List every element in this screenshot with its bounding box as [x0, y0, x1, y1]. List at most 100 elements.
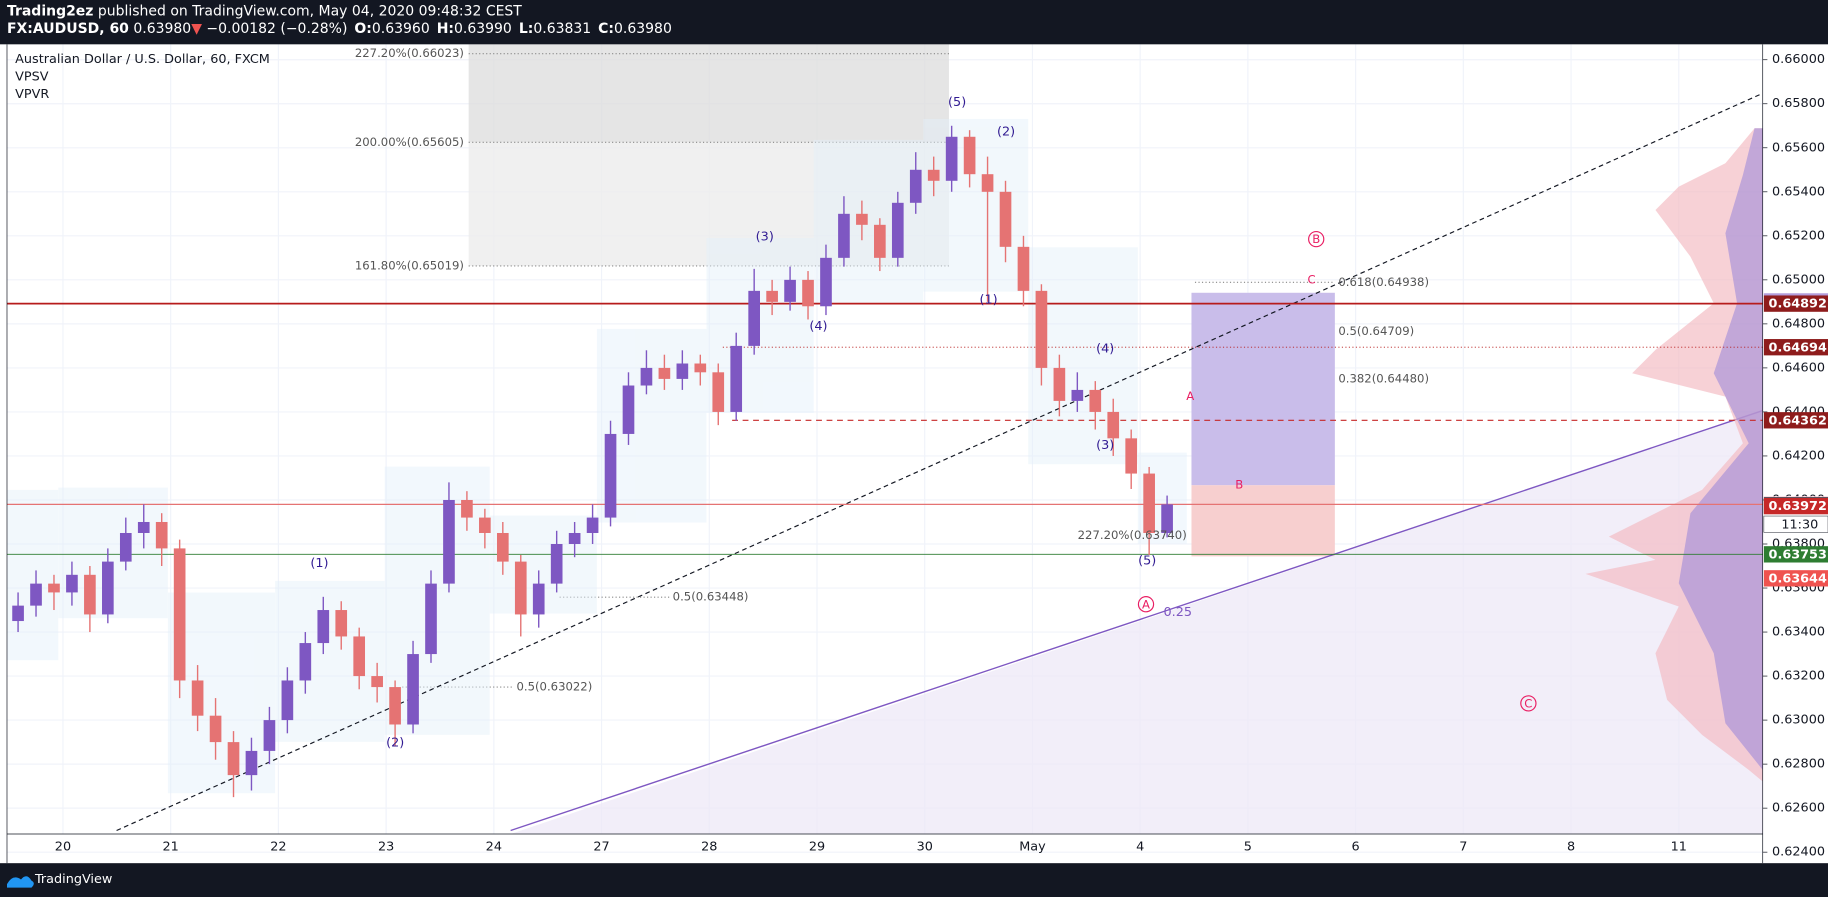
candle-body [1017, 246, 1030, 291]
price-tag [1763, 295, 1828, 312]
candle-body [425, 583, 437, 655]
candle-body [981, 174, 994, 192]
wave-label: (5) [1138, 554, 1156, 569]
candle-body [838, 213, 850, 258]
candle-body [784, 279, 796, 302]
candle-body [155, 521, 168, 549]
ohlc: O:0.63960 H:0.63990 L:0.63831 C:0.63980 [354, 21, 671, 37]
ohlc-key: O: [354, 21, 371, 37]
published: published on TradingView.com, May 04, 20… [98, 4, 522, 20]
session-box [706, 237, 814, 413]
candle-body [676, 363, 689, 379]
x-tick-label: 29 [809, 839, 825, 854]
dashed-trend-line [116, 92, 1763, 832]
session-box [275, 580, 385, 742]
candle-body [1161, 504, 1173, 533]
candle-body [658, 367, 671, 379]
candle-body [209, 715, 222, 743]
candle-body [891, 202, 904, 258]
candle-body [730, 345, 743, 412]
y-tick-label: 0.65200 [1772, 228, 1825, 243]
ohlc-value: 0.63980 [614, 21, 672, 37]
candle-body [245, 750, 258, 776]
candle-body [1125, 438, 1138, 474]
publisher: Trading2ez [7, 4, 93, 20]
fib-label: 0.5(0.63022) [516, 680, 592, 694]
brand-logo [6, 876, 34, 888]
candle-body [443, 499, 455, 584]
countdown: 11:30 [1781, 517, 1818, 532]
y-tick-label: 0.65400 [1772, 184, 1825, 199]
candle-body [550, 543, 563, 584]
ohlc-value: 0.63990 [454, 21, 512, 37]
volume-profile-up [1678, 128, 1763, 770]
price-tag [1763, 497, 1828, 515]
candle-body [712, 372, 725, 412]
fib-zone-light [468, 142, 949, 266]
x-tick-label: 27 [593, 839, 609, 854]
session-boxes [6, 118, 1187, 794]
candle-body [927, 169, 940, 181]
candle-body [820, 257, 832, 307]
fib-label: 0.382(0.64480) [1338, 372, 1429, 386]
price-tag-label: 0.64694 [1769, 340, 1827, 355]
change: −0.00182 (−0.28%) [206, 21, 347, 37]
target-zone [1191, 292, 1335, 486]
candle-body [173, 548, 186, 681]
circle-marker [1308, 230, 1325, 248]
abc-label: C [1307, 272, 1315, 286]
session-box [813, 139, 924, 304]
candle-body [353, 636, 366, 677]
y-tick-label: 0.65800 [1772, 96, 1825, 111]
y-tick-label: 0.62600 [1772, 801, 1825, 816]
footer-bar [0, 863, 1828, 897]
wave-label: (4) [1096, 341, 1114, 356]
circle-marker [1137, 596, 1155, 613]
candle-body [1053, 367, 1066, 401]
header-bar [0, 0, 1828, 45]
x-tick-label: 20 [55, 839, 71, 854]
legend-title: Australian Dollar / U.S. Dollar, 60, FXC… [15, 52, 270, 67]
price-tag [1763, 339, 1828, 356]
circle-label: B [1312, 232, 1320, 246]
wave-label: (3) [756, 229, 774, 244]
candle-body [1107, 411, 1120, 439]
x-tick-label: 28 [701, 839, 717, 854]
y-tick-label: 0.63400 [1772, 625, 1825, 640]
price-tag [1763, 546, 1828, 563]
candle-body [66, 574, 78, 593]
candle-body [263, 720, 276, 751]
y-tick-label: 0.64600 [1772, 360, 1825, 375]
wave-label: (1) [980, 292, 998, 307]
candle-body [371, 676, 383, 688]
candle-body [281, 680, 294, 721]
candle-body [119, 532, 132, 562]
x-tick-label: 4 [1136, 839, 1144, 854]
y-tick-label: 0.65000 [1772, 272, 1825, 287]
price-tag [1763, 570, 1828, 587]
candle-body [48, 583, 60, 593]
candle-body [1089, 389, 1102, 412]
candle-body [909, 169, 922, 203]
y-tick-label: 0.64200 [1772, 448, 1825, 463]
abc-label: A [1186, 389, 1194, 403]
fib-label: 0.5(0.64709) [1338, 324, 1414, 338]
candle-body [568, 532, 581, 544]
candle-body [999, 191, 1012, 247]
stop-zone [1191, 485, 1335, 557]
price-tag-label: 0.63753 [1769, 547, 1827, 562]
countdown-box [1763, 515, 1828, 533]
candle-body [1143, 473, 1155, 533]
candle-body [945, 136, 958, 181]
wave-label: (2) [997, 124, 1015, 139]
change-arrow: ▼ [191, 21, 202, 37]
candle-body [532, 583, 545, 615]
axis-layer: 0.66000 0.65800 0.65600 0.65400 0.65200 0.650… [55, 52, 1828, 860]
price-axis [1762, 44, 1828, 864]
candle-body [586, 517, 599, 533]
candle-body [496, 532, 509, 562]
x-tick-label: 22 [270, 839, 286, 854]
candle-body [640, 367, 653, 386]
candle-body [299, 643, 312, 681]
